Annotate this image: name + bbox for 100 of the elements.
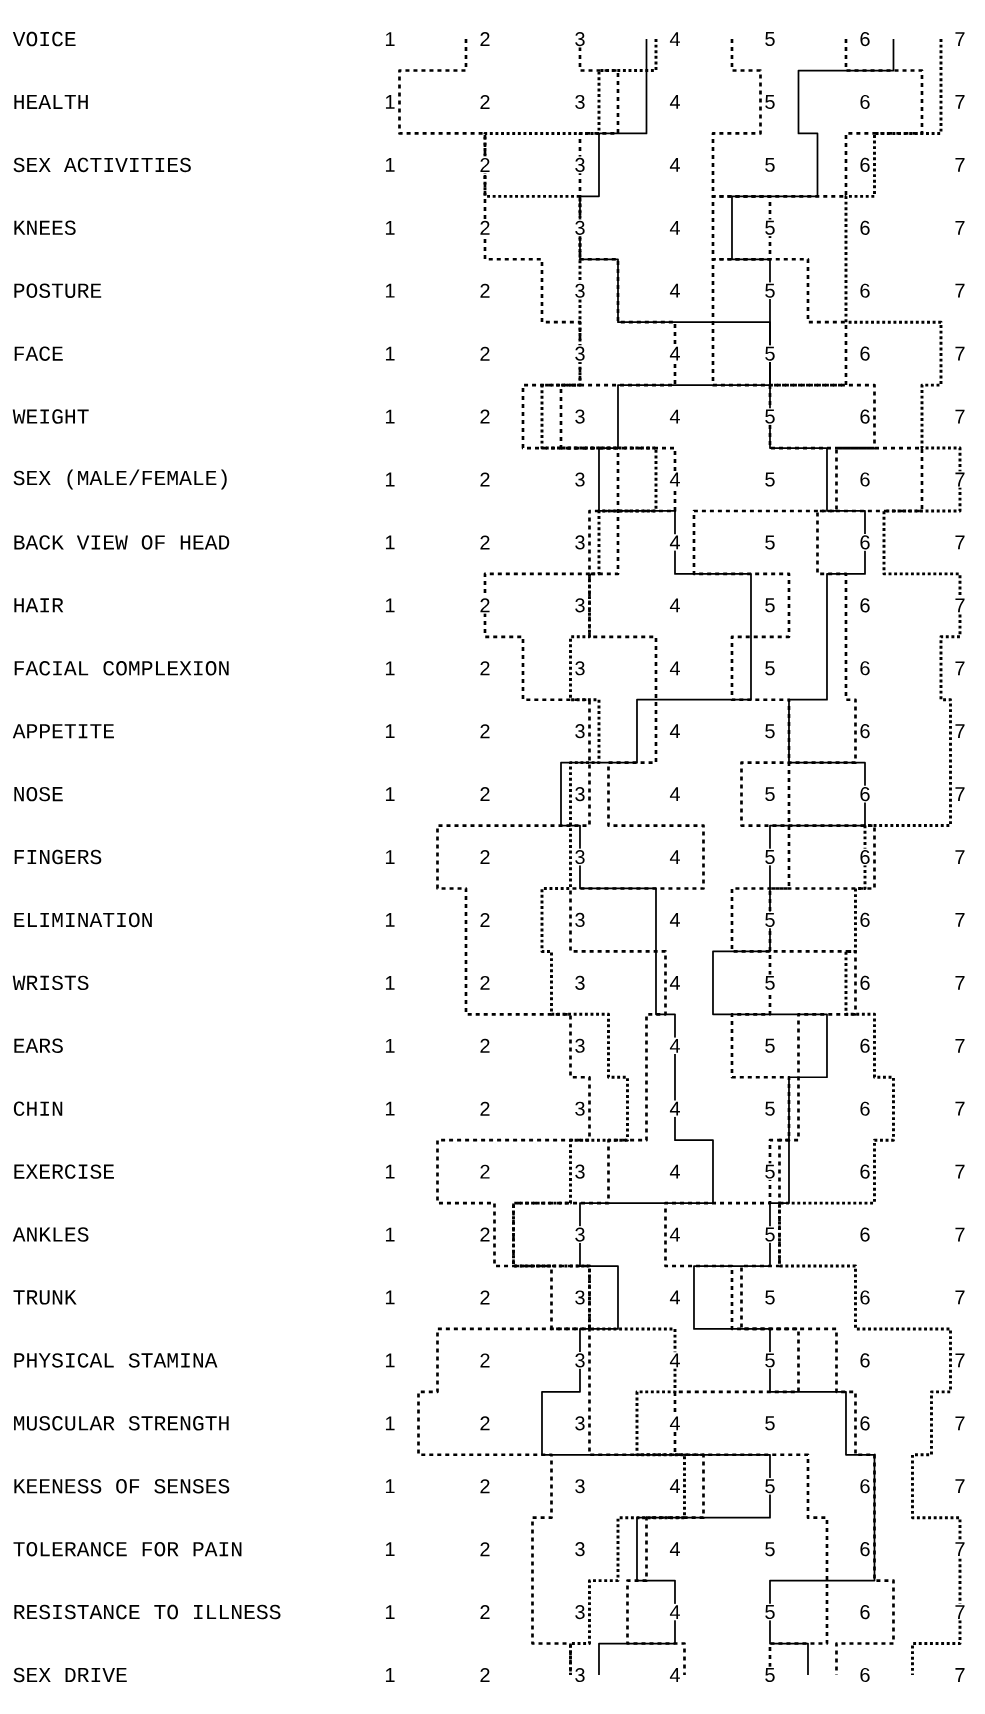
annotation: 3 [575,1101,585,1116]
annotation: 1 [385,913,395,927]
annotation: 6 [860,157,870,172]
annotation: 7 [955,1668,965,1682]
annotation: 3 [575,535,585,550]
annotation: 4 [669,472,680,487]
annotation: 1 [385,724,395,739]
annotation: 6 [860,724,870,739]
annotation: 1 [385,1542,395,1557]
annotation: 7 [955,661,965,676]
annotation: 3 [575,912,585,928]
y-tick-label: VOICE [12,31,76,47]
annotation: 5 [765,1668,775,1682]
annotation: 2 [480,1353,490,1368]
annotation: 3 [575,1164,585,1179]
y-tick-label: KNEES [14,220,76,236]
annotation: 5 [765,283,775,298]
annotation: 6 [860,787,870,802]
y-tick-label: EXERCISE [14,1164,114,1179]
annotation: 3 [575,849,585,865]
annotation: 6 [860,1542,870,1557]
y-tick-label: HAIR [14,598,64,613]
annotation: 5 [765,1542,775,1557]
y-tick-label: SEX ACTIVITIES [13,157,191,173]
y-tick-label: FINGERS [14,849,102,865]
annotation: 6 [860,1353,870,1368]
y-tick-label: NOSE [14,786,63,802]
annotation: 2 [480,1227,490,1242]
annotation: 2 [480,1542,490,1557]
annotation: 3 [575,94,585,110]
annotation: 7 [955,1542,965,1557]
annotation: 6 [860,598,870,613]
y-tick-label: RESISTANCE TO ILLNESS [14,1604,281,1620]
annotation: 4 [669,1038,680,1053]
annotation: 6 [860,220,870,235]
y-tick-label: EARS [14,1038,63,1054]
annotation: 6 [860,1101,870,1116]
annotation: 2 [480,1101,490,1116]
annotation: 7 [955,975,965,990]
annotation: 6 [860,472,870,487]
annotation: 3 [575,283,585,298]
annotation: 5 [765,1353,775,1368]
annotation: 5 [765,535,775,550]
annotation: 6 [860,1164,870,1179]
y-tick-label: ELIMINATION [14,912,152,928]
annotation: 6 [860,912,870,928]
annotation: 3 [575,787,585,802]
annotation: 3 [575,1667,585,1683]
annotation: 1 [385,346,395,361]
annotation: 7 [955,1353,965,1368]
annotation: 3 [575,1416,585,1431]
annotation: 2 [480,1038,490,1053]
annotation: 5 [765,598,775,613]
annotation: 1 [385,472,395,487]
y-tick-label: SEX (MALE/FEMALE) [13,469,227,490]
annotation: 6 [860,1605,870,1620]
x-tick-label: 2 [480,32,490,47]
annotation: 1 [385,95,395,109]
annotation: 4 [669,850,680,864]
annotation: 4 [669,1164,680,1179]
annotation: 6 [860,1667,870,1683]
annotation: 4 [669,346,680,361]
annotation: 2 [480,1290,490,1305]
annotation: 1 [385,1668,395,1682]
annotation: 5 [765,1290,775,1305]
annotation: 6 [860,661,870,676]
annotation: 4 [669,409,680,424]
annotation: 2 [480,220,490,235]
annotation: 6 [860,1038,870,1053]
annotation: 7 [955,1164,965,1179]
annotation: 4 [669,975,680,990]
y-tick-label: FACIAL COMPLEXION [14,661,229,676]
annotation: 3 [575,157,585,172]
annotation: 6 [860,283,870,298]
annotation: 4 [669,1227,680,1242]
annotation: 2 [480,1668,490,1682]
annotation: 5 [765,661,775,676]
y-tick-label: KEENESS OF SENSES [14,1479,230,1494]
annotation: 1 [385,1353,395,1368]
y-tick-label: PHYSICAL STAMINA [14,1353,218,1368]
annotation: 6 [860,535,870,550]
annotation: 4 [669,1416,680,1431]
annotation: 7 [955,787,965,801]
annotation: 5 [765,724,775,739]
annotation: 3 [575,975,585,990]
annotation: 5 [765,1227,775,1242]
annotation: 1 [385,1227,395,1242]
annotation: 1 [385,850,395,864]
annotation: 4 [669,1668,680,1682]
y-tick-label: WEIGHT [12,409,89,424]
annotation: 4 [669,1101,680,1116]
annotation: 3 [575,1353,585,1368]
annotation: 7 [955,158,965,172]
annotation: 5 [765,1164,775,1179]
annotation: 7 [955,95,965,109]
annotation: 7 [955,850,965,864]
annotation: 1 [385,598,395,613]
annotation: 2 [480,472,490,487]
annotation: 6 [860,1227,870,1242]
annotation: 7 [955,724,965,739]
